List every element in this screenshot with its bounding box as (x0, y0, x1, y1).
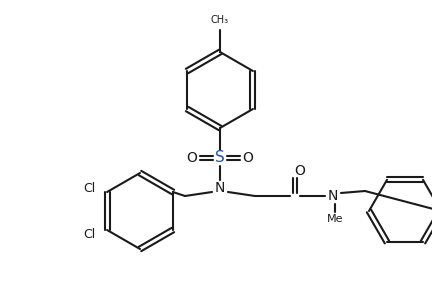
Text: N: N (328, 189, 338, 203)
Text: Cl: Cl (83, 228, 95, 241)
Text: O: O (187, 151, 197, 165)
Text: Me: Me (327, 214, 343, 224)
Text: N: N (215, 181, 225, 195)
Text: Cl: Cl (83, 181, 95, 195)
Text: CH₃: CH₃ (211, 15, 229, 25)
Text: S: S (215, 150, 225, 166)
Text: O: O (242, 151, 254, 165)
Text: O: O (295, 164, 305, 178)
